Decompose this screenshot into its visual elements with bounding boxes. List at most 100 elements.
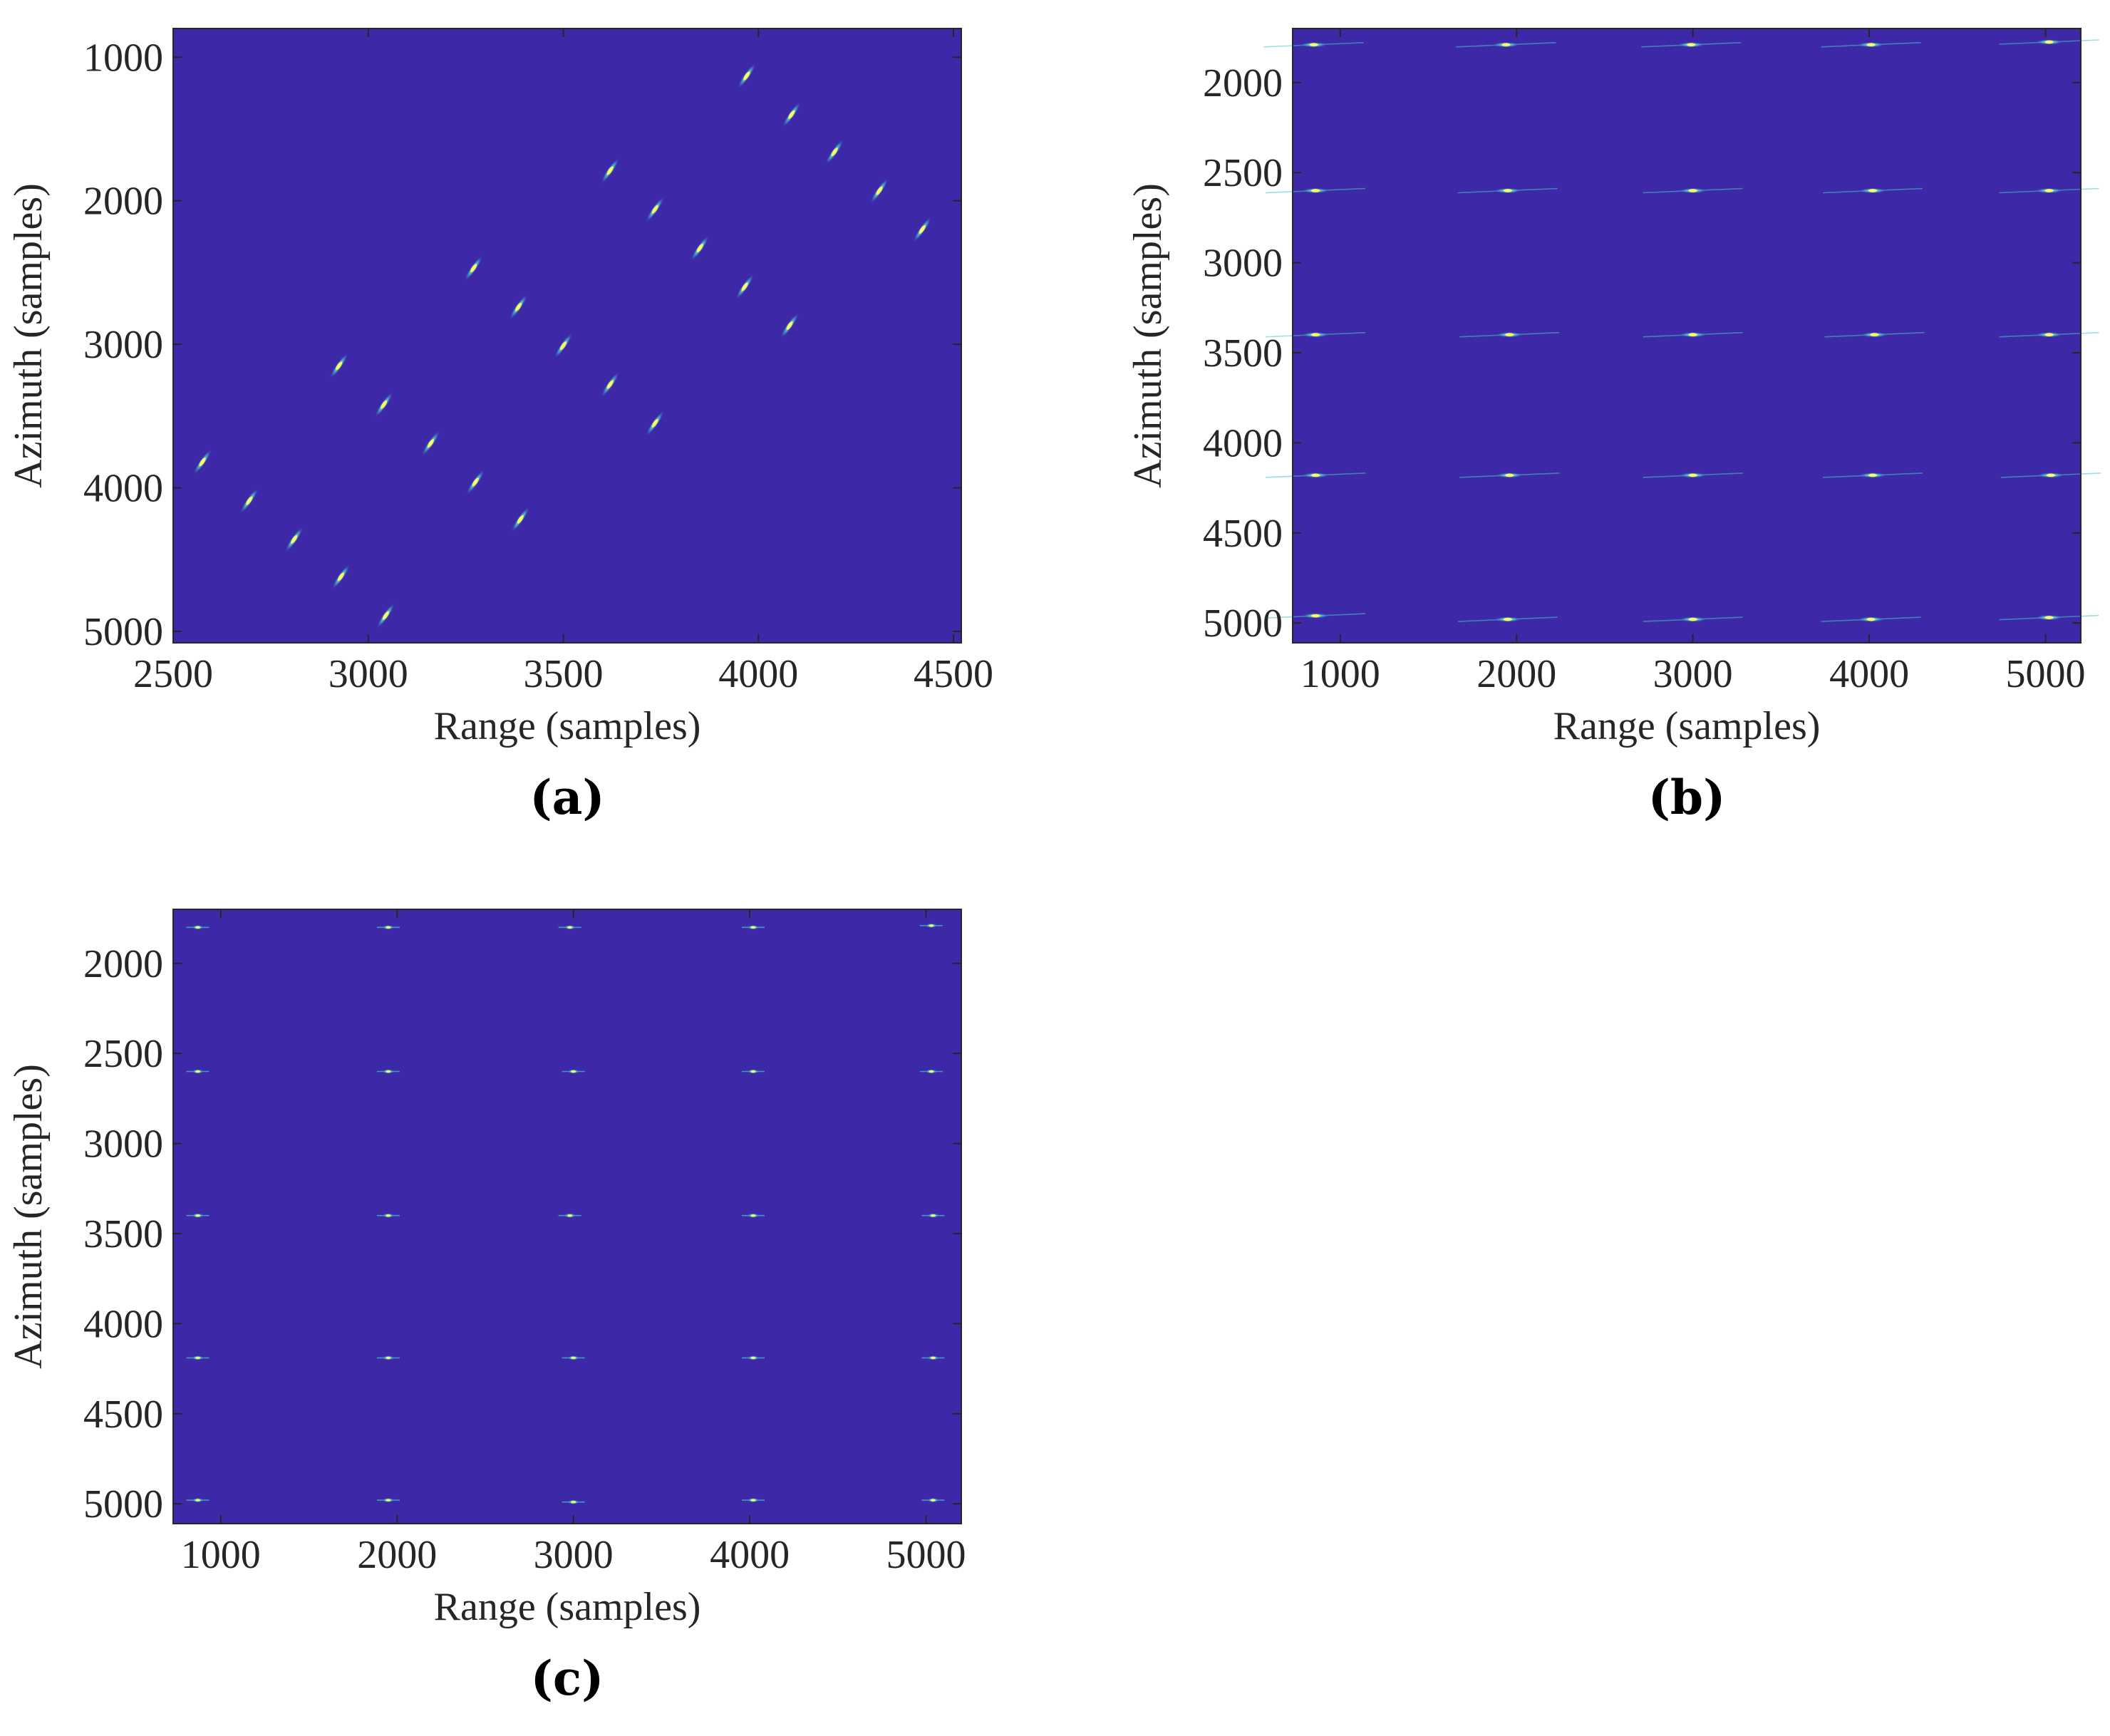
target-spot — [186, 1355, 210, 1360]
target-spot — [735, 274, 755, 300]
spot-core — [386, 1356, 391, 1360]
target-spot — [742, 1213, 765, 1219]
spot-core — [1503, 189, 1512, 192]
target-spot — [1822, 187, 1923, 194]
target-spot — [782, 101, 801, 128]
target-spot — [511, 506, 530, 533]
spot-core — [195, 1356, 201, 1360]
target-spot — [329, 353, 348, 379]
x-tick-label: 4500 — [914, 652, 993, 696]
x-axis-label: Range (samples) — [434, 1585, 701, 1629]
spot-core — [1505, 473, 1514, 477]
y-tick-label: 2000 — [1203, 61, 1283, 105]
spot-core — [930, 1356, 936, 1360]
spot-core — [1868, 189, 1877, 192]
x-tick-label: 2500 — [133, 652, 213, 696]
target-spot — [558, 1213, 581, 1219]
spot-core — [651, 418, 658, 428]
spot-core — [571, 1070, 576, 1073]
target-spot — [1266, 613, 1366, 619]
spot-core — [472, 477, 479, 487]
spot-core — [1688, 189, 1697, 192]
spot-core — [1688, 617, 1697, 621]
y-tick-label: 4000 — [83, 1302, 163, 1346]
spot-core — [606, 380, 614, 389]
target-spot — [376, 1497, 400, 1503]
target-spot — [509, 294, 528, 320]
y-tick-label: 4000 — [83, 466, 163, 510]
spot-core — [651, 205, 658, 214]
target-spot — [1263, 41, 1364, 48]
target-spot — [921, 1355, 945, 1360]
y-tick-label: 4500 — [1203, 512, 1283, 556]
axis-frame — [172, 28, 962, 644]
spot-core — [750, 926, 756, 929]
target-spot — [601, 157, 620, 184]
spot-core — [195, 1070, 201, 1073]
spot-core — [1687, 43, 1696, 47]
target-spot — [1643, 472, 1743, 478]
spot-core — [1311, 614, 1320, 618]
spot-core — [199, 458, 206, 467]
y-tick-label: 2000 — [83, 942, 163, 986]
spot-core — [515, 302, 522, 311]
target-spot — [1266, 472, 1366, 478]
y-tick-label: 3500 — [83, 1212, 163, 1256]
x-tick-label: 1000 — [181, 1533, 261, 1577]
target-spot — [691, 234, 710, 262]
target-spot — [186, 1213, 210, 1219]
spot-core — [1870, 333, 1879, 337]
target-spot — [186, 1069, 210, 1074]
target-spot — [284, 526, 304, 553]
y-axis-label: Azimuth (samples) — [6, 1064, 51, 1369]
panel-b: 1000 2000 3000 4000 5000 2000 2500 3000 3500 4000… — [1126, 28, 2101, 825]
spot-core — [929, 1070, 934, 1073]
spot-core — [246, 496, 253, 505]
target-spot — [601, 371, 620, 398]
spot-core — [919, 225, 926, 234]
y-tick-label: 3000 — [83, 1122, 163, 1167]
spot-core — [743, 71, 750, 81]
target-spot — [1266, 331, 1366, 338]
spot-core — [386, 926, 391, 929]
target-spot — [1456, 41, 1556, 48]
x-axis-label: Range (samples) — [434, 704, 701, 748]
target-spot — [464, 255, 483, 281]
spot-core — [386, 1214, 391, 1217]
spot-core — [336, 361, 343, 371]
y-axis-label: Azimuth (samples) — [1126, 183, 1170, 488]
target-spot — [376, 1355, 400, 1360]
y-axis-label: Azimuth (samples) — [6, 183, 51, 488]
spot-core — [930, 1499, 936, 1502]
y-tick-label: 3000 — [83, 323, 163, 367]
spot-core — [195, 1214, 201, 1217]
target-spot — [466, 469, 485, 495]
target-spot — [562, 1499, 585, 1505]
spot-core — [195, 1499, 201, 1502]
target-spot — [1643, 331, 1743, 338]
target-spot — [824, 138, 844, 165]
spot-core — [1501, 43, 1511, 47]
spot-core — [876, 186, 883, 195]
target-spot — [1999, 187, 2099, 194]
axis-frame — [1292, 28, 2081, 644]
target-spot — [1999, 39, 2099, 45]
target-spot — [562, 1069, 585, 1074]
target-spot — [921, 1497, 945, 1503]
spot-core — [750, 1070, 756, 1073]
spot-core — [382, 611, 389, 620]
target-spot — [186, 1497, 210, 1503]
spot-core — [195, 926, 201, 929]
spot-core — [1311, 473, 1320, 477]
x-tick-label: 4000 — [710, 1533, 790, 1577]
y-tick-label: 2500 — [1203, 151, 1283, 195]
target-spot — [646, 410, 665, 437]
x-axis-label: Range (samples) — [1553, 704, 1821, 748]
target-spot — [921, 1213, 945, 1219]
spot-core — [929, 924, 934, 927]
target-spot — [742, 1497, 765, 1503]
y-tick-label: 5000 — [1203, 601, 1283, 646]
spot-core — [470, 264, 477, 273]
spot-core — [381, 400, 388, 409]
y-tick-label: 5000 — [83, 1482, 163, 1526]
